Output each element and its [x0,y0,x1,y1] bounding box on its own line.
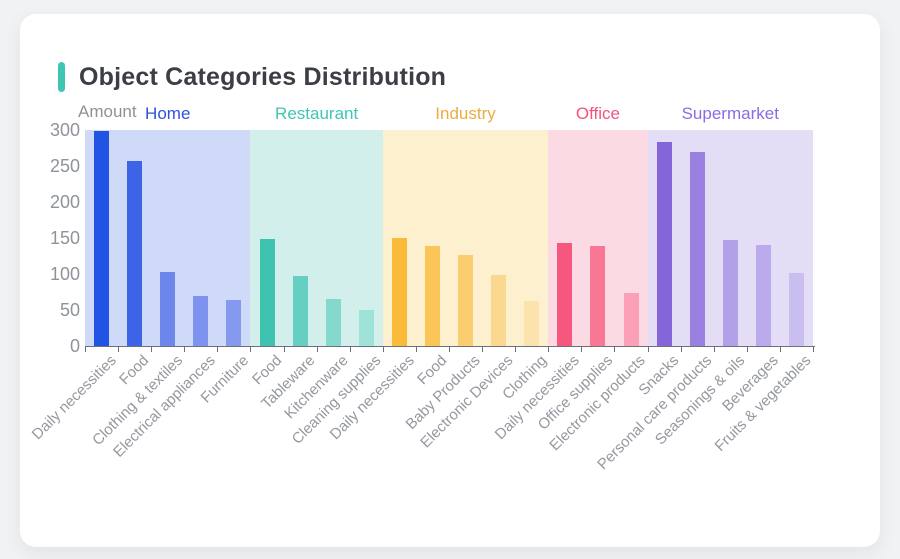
group-label-supermarket: Supermarket [681,104,779,123]
bar-supermarket-fruits-vegetables[interactable] [788,273,804,346]
bar-restaurant-cleaning-supplies[interactable] [358,310,374,346]
bar-home-clothing-textiles[interactable] [160,271,176,346]
x-axis-tick [151,346,153,352]
x-axis-tick [515,346,517,352]
x-axis-tick [614,346,616,352]
x-axis-tick [647,346,649,352]
bar-office-electronic-products[interactable] [623,292,639,346]
x-axis-tick [680,346,682,352]
x-axis-tick [217,346,219,352]
x-axis-tick [316,346,318,352]
group-label-industry: Industry [435,104,496,123]
y-tick-label-0: 0 [69,336,80,356]
bar-supermarket-snacks[interactable] [656,141,672,346]
x-axis-tick [118,346,120,352]
bar-supermarket-personal-care-products[interactable] [689,151,705,346]
bar-supermarket-seasonings-oils[interactable] [722,240,738,346]
x-axis-tick [415,346,417,352]
x-axis-tick [548,346,550,352]
bar-restaurant-food[interactable] [259,239,275,346]
x-axis-tick [250,346,252,352]
group-label-restaurant: Restaurant [275,104,359,123]
y-axis-name: Amount [78,102,137,121]
x-axis-tick [184,346,186,352]
x-axis-tick [382,346,384,352]
y-tick-label-200: 200 [49,192,80,212]
x-axis-tick [779,346,781,352]
x-axis-tick [482,346,484,352]
x-axis-tick [283,346,285,352]
bar-home-daily-necessities[interactable] [94,131,110,346]
x-axis-tick [813,346,814,352]
y-tick-label-150: 150 [49,228,80,248]
bar-home-furniture[interactable] [226,299,242,346]
group-label-office: Office [575,104,620,123]
bar-industry-baby-products[interactable] [458,255,474,346]
page-title: Object Categories Distribution [79,62,447,91]
bar-industry-food[interactable] [424,245,440,346]
x-axis-tick [349,346,351,352]
bar-industry-clothing[interactable] [524,301,540,346]
y-tick-label-250: 250 [49,156,80,176]
bar-industry-electronic-devices[interactable] [491,274,507,346]
y-tick-label-100: 100 [49,264,80,284]
bar-office-office-supplies[interactable] [590,245,606,346]
bar-industry-daily-necessities[interactable] [391,238,407,346]
title-row: Object Categories Distribution [58,62,446,92]
x-axis-tick [746,346,748,352]
y-tick-label-50: 50 [59,300,80,320]
title-accent-bar [58,62,65,92]
bar-restaurant-tableware[interactable] [292,276,308,346]
group-label-home: Home [145,104,191,123]
bar-office-daily-necessities[interactable] [557,243,573,346]
x-axis-tick [713,346,715,352]
bar-supermarket-beverages[interactable] [755,245,771,346]
x-axis-line [85,346,815,347]
bar-home-food[interactable] [127,160,143,346]
y-tick-label-300: 300 [49,120,80,140]
bar-home-electrical-appliances[interactable] [193,296,209,346]
x-axis-tick [449,346,450,352]
x-axis-tick [85,346,86,352]
x-axis-tick [581,346,583,352]
bar-restaurant-kitchenware[interactable] [325,299,341,346]
